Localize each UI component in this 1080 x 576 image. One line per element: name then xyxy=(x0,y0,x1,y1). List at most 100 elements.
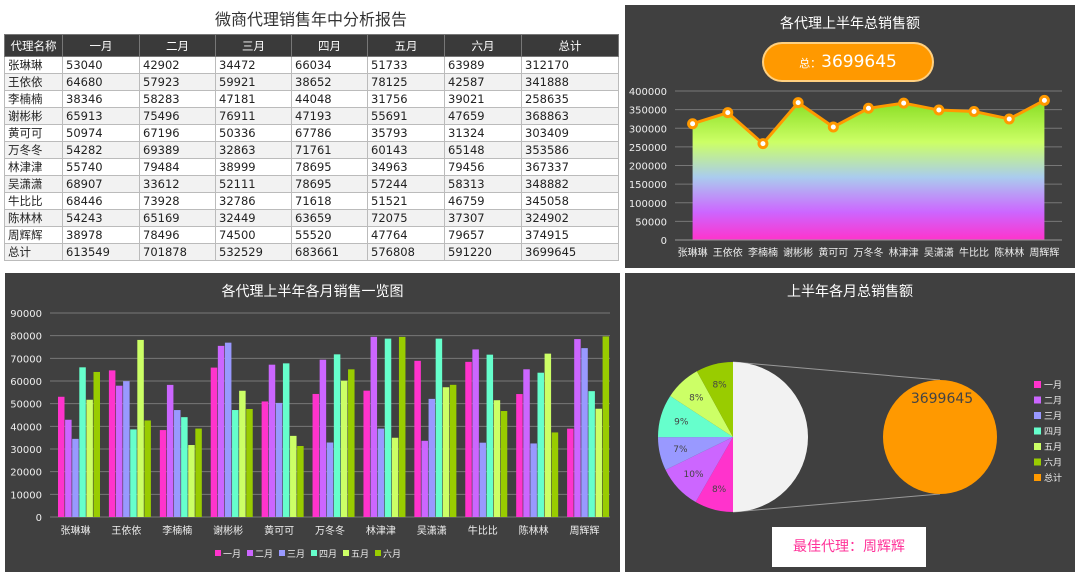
table-cell[interactable]: 黄可可 xyxy=(4,124,63,142)
table-cell[interactable]: 50336 xyxy=(215,124,292,142)
table-cell[interactable]: 35793 xyxy=(367,124,445,142)
legend-label: 一月 xyxy=(223,549,241,560)
table-cell[interactable]: 73928 xyxy=(139,192,216,210)
table-cell[interactable]: 38999 xyxy=(215,158,292,176)
table-cell[interactable]: 34963 xyxy=(367,158,445,176)
table-cell[interactable]: 75496 xyxy=(139,107,216,125)
table-cell[interactable]: 53040 xyxy=(62,56,140,74)
table-cell[interactable]: 341888 xyxy=(521,73,619,91)
table-cell[interactable]: 59921 xyxy=(215,73,292,91)
table-cell[interactable]: 78496 xyxy=(139,226,216,244)
table-cell[interactable]: 67196 xyxy=(139,124,216,142)
table-cell[interactable]: 683661 xyxy=(291,243,368,261)
table-cell[interactable]: 31324 xyxy=(444,124,522,142)
table-row: 吴潇潇 68907 33612 52111 78695 57244 58313 348882 xyxy=(4,175,619,193)
bar-六月 xyxy=(398,336,406,517)
table-cell[interactable]: 51733 xyxy=(367,56,445,74)
table-cell[interactable]: 王依依 xyxy=(4,73,63,91)
table-cell[interactable]: 65913 xyxy=(62,107,140,125)
table-cell[interactable]: 613549 xyxy=(62,243,140,261)
table-cell[interactable]: 50974 xyxy=(62,124,140,142)
table-cell[interactable]: 63989 xyxy=(444,56,522,74)
table-cell[interactable]: 72075 xyxy=(367,209,445,227)
table-cell[interactable]: 林津津 xyxy=(4,158,63,176)
table-cell[interactable]: 42902 xyxy=(139,56,216,74)
table-cell[interactable]: 78695 xyxy=(291,158,368,176)
table-cell[interactable]: 32786 xyxy=(215,192,292,210)
table-cell[interactable]: 38978 xyxy=(62,226,140,244)
table-cell[interactable]: 32863 xyxy=(215,141,292,159)
table-cell[interactable]: 532529 xyxy=(215,243,292,261)
table-cell[interactable]: 37307 xyxy=(444,209,522,227)
table-cell[interactable]: 31756 xyxy=(367,90,445,108)
table-cell[interactable]: 66034 xyxy=(291,56,368,74)
table-cell[interactable]: 78695 xyxy=(291,175,368,193)
table-cell[interactable]: 周辉辉 xyxy=(4,226,63,244)
table-cell[interactable]: 47181 xyxy=(215,90,292,108)
table-cell[interactable]: 57244 xyxy=(367,175,445,193)
table-cell[interactable]: 374915 xyxy=(521,226,619,244)
table-cell[interactable]: 79484 xyxy=(139,158,216,176)
table-cell[interactable]: 71618 xyxy=(291,192,368,210)
table-cell[interactable]: 68446 xyxy=(62,192,140,210)
table-cell[interactable]: 47193 xyxy=(291,107,368,125)
table-cell[interactable]: 258635 xyxy=(521,90,619,108)
table-cell[interactable]: 54243 xyxy=(62,209,140,227)
table-cell[interactable]: 39021 xyxy=(444,90,522,108)
table-cell[interactable]: 32449 xyxy=(215,209,292,227)
table-cell[interactable]: 324902 xyxy=(521,209,619,227)
table-cell[interactable]: 55520 xyxy=(291,226,368,244)
table-cell[interactable]: 3699645 xyxy=(521,243,619,261)
table-cell[interactable]: 李楠楠 xyxy=(4,90,63,108)
table-cell[interactable]: 吴潇潇 xyxy=(4,175,63,193)
table-cell[interactable]: 42587 xyxy=(444,73,522,91)
table-cell[interactable]: 65169 xyxy=(139,209,216,227)
table-cell[interactable]: 576808 xyxy=(367,243,445,261)
table-cell[interactable]: 701878 xyxy=(139,243,216,261)
table-cell[interactable]: 58283 xyxy=(139,90,216,108)
table-cell[interactable]: 74500 xyxy=(215,226,292,244)
table-cell[interactable]: 303409 xyxy=(521,124,619,142)
table-cell[interactable]: 78125 xyxy=(367,73,445,91)
table-cell[interactable]: 张琳琳 xyxy=(4,56,63,74)
table-cell[interactable]: 44048 xyxy=(291,90,368,108)
table-cell[interactable]: 63659 xyxy=(291,209,368,227)
table-cell[interactable]: 54282 xyxy=(62,141,140,159)
table-cell[interactable]: 367337 xyxy=(521,158,619,176)
table-cell[interactable]: 348882 xyxy=(521,175,619,193)
table-cell[interactable]: 46759 xyxy=(444,192,522,210)
table-cell[interactable]: 38346 xyxy=(62,90,140,108)
table-cell[interactable]: 65148 xyxy=(444,141,522,159)
table-cell[interactable]: 68907 xyxy=(62,175,140,193)
table-cell[interactable]: 57923 xyxy=(139,73,216,91)
table-cell[interactable]: 55691 xyxy=(367,107,445,125)
table-cell[interactable]: 陈林林 xyxy=(4,209,63,227)
table-cell[interactable]: 312170 xyxy=(521,56,619,74)
table-cell[interactable]: 47659 xyxy=(444,107,522,125)
table-cell[interactable]: 58313 xyxy=(444,175,522,193)
table-cell[interactable]: 51521 xyxy=(367,192,445,210)
table-cell[interactable]: 38652 xyxy=(291,73,368,91)
table-cell[interactable]: 76911 xyxy=(215,107,292,125)
table-cell[interactable]: 52111 xyxy=(215,175,292,193)
table-cell[interactable]: 353586 xyxy=(521,141,619,159)
table-cell[interactable]: 60143 xyxy=(367,141,445,159)
table-cell[interactable]: 33612 xyxy=(139,175,216,193)
x-tick-label: 林津津 xyxy=(889,246,919,259)
table-cell[interactable]: 64680 xyxy=(62,73,140,91)
table-cell[interactable]: 67786 xyxy=(291,124,368,142)
table-cell[interactable]: 79657 xyxy=(444,226,522,244)
table-cell[interactable]: 345058 xyxy=(521,192,619,210)
table-cell[interactable]: 谢彬彬 xyxy=(4,107,63,125)
table-cell[interactable]: 34472 xyxy=(215,56,292,74)
table-cell[interactable]: 591220 xyxy=(444,243,522,261)
table-cell[interactable]: 79456 xyxy=(444,158,522,176)
table-cell[interactable]: 万冬冬 xyxy=(4,141,63,159)
table-cell[interactable]: 总计 xyxy=(4,243,63,261)
table-cell[interactable]: 47764 xyxy=(367,226,445,244)
table-cell[interactable]: 55740 xyxy=(62,158,140,176)
table-cell[interactable]: 牛比比 xyxy=(4,192,63,210)
table-cell[interactable]: 71761 xyxy=(291,141,368,159)
table-cell[interactable]: 368863 xyxy=(521,107,619,125)
table-cell[interactable]: 69389 xyxy=(139,141,216,159)
